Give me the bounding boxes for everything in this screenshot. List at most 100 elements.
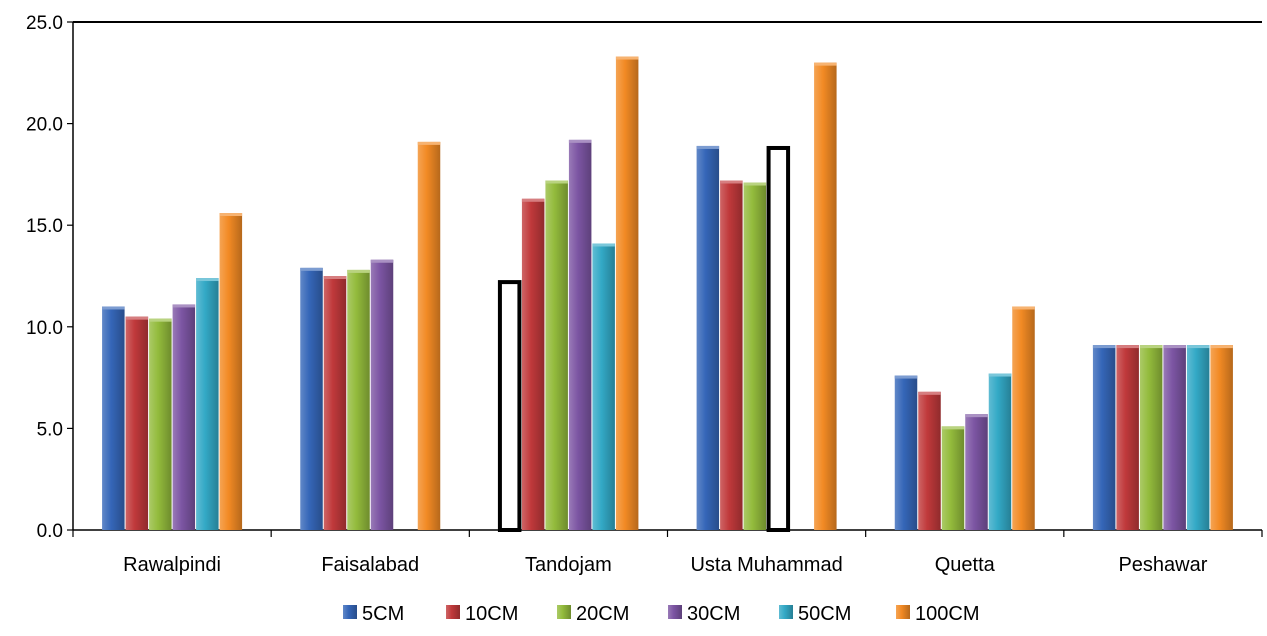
- bar-top-highlight: [196, 278, 219, 282]
- bar-50cm-quetta: [988, 373, 1012, 530]
- y-tick-label: 20.0: [26, 115, 63, 136]
- bar-top-highlight: [370, 259, 394, 263]
- x-tick-label: Faisalabad: [321, 554, 419, 576]
- legend-swatch: [446, 605, 460, 619]
- bar-top-highlight: [172, 304, 196, 308]
- x-tick-label: Tandojam: [525, 554, 612, 576]
- bar-top-highlight: [1210, 345, 1233, 349]
- bar-top-highlight: [219, 213, 243, 217]
- bar-top-highlight: [743, 182, 767, 186]
- bar-30cm-peshawar: [1163, 345, 1186, 530]
- x-tick-label: Quetta: [935, 554, 996, 576]
- legend-label: 50CM: [798, 603, 851, 625]
- legend-label: 10CM: [465, 603, 518, 625]
- bar-top-highlight: [417, 141, 441, 145]
- bar-top-highlight: [102, 306, 125, 310]
- legend-label: 30CM: [687, 603, 740, 625]
- bar-20cm-tandojam: [545, 180, 568, 530]
- bar-100cm-rawalpindi: [219, 213, 243, 530]
- bar-top-highlight: [720, 180, 743, 184]
- legend-label: 20CM: [576, 603, 629, 625]
- bar-top-highlight: [965, 414, 988, 418]
- bar-top-highlight: [615, 56, 639, 60]
- bar-top-highlight: [1012, 306, 1035, 310]
- bar-top-highlight: [521, 198, 545, 202]
- bar-top-highlight: [300, 267, 323, 271]
- bar-5cm-faisalabad: [300, 267, 323, 530]
- bar-100cm-faisalabad: [417, 141, 441, 530]
- bar-50cm-rawalpindi: [196, 278, 219, 530]
- bar-30cm-tandojam: [568, 139, 592, 530]
- y-tick-label: 5.0: [37, 419, 63, 440]
- x-tick-label: Usta Muhammad: [690, 554, 842, 576]
- y-tick-label: 15.0: [26, 216, 63, 237]
- bar-top-highlight: [1186, 345, 1210, 349]
- bar-top-highlight: [918, 391, 941, 395]
- bar-30cm-rawalpindi: [172, 304, 196, 530]
- bar-50cm-peshawar: [1186, 345, 1210, 530]
- bar-50cm-tandojam: [592, 243, 615, 530]
- legend-item-50cm: 50CM: [779, 603, 851, 625]
- legend-swatch: [557, 605, 571, 619]
- bar-10cm-rawalpindi: [125, 316, 149, 530]
- x-tick-label: Rawalpindi: [123, 554, 221, 576]
- bar-top-highlight: [1116, 345, 1139, 349]
- bar-10cm-peshawar: [1116, 345, 1139, 530]
- bar-20cm-quetta: [941, 426, 965, 530]
- legend: 5CM 10CM 20CM 30CM 50CM 100CM: [343, 603, 979, 625]
- bar-30cm-quetta: [965, 414, 988, 530]
- bar-top-highlight: [149, 318, 172, 322]
- legend-item-30cm: 30CM: [668, 603, 740, 625]
- bar-100cm-usta-muhammad: [814, 62, 837, 530]
- y-tick-label: 10.0: [26, 318, 63, 339]
- legend-label: 100CM: [915, 603, 979, 625]
- bar-top-highlight: [988, 373, 1012, 377]
- legend-item-10cm: 10CM: [446, 603, 518, 625]
- bar-20cm-faisalabad: [347, 269, 370, 530]
- bar-top-highlight: [1092, 345, 1116, 349]
- bar-20cm-peshawar: [1139, 345, 1163, 530]
- legend-swatch: [343, 605, 357, 619]
- bar-100cm-quetta: [1012, 306, 1035, 530]
- legend-swatch: [896, 605, 910, 619]
- bar-100cm-peshawar: [1210, 345, 1233, 530]
- bar-10cm-usta-muhammad: [720, 180, 743, 530]
- legend-item-5cm: 5CM: [343, 603, 404, 625]
- y-tick-label: 0.0: [37, 521, 63, 542]
- legend-item-100cm: 100CM: [896, 603, 979, 625]
- bars: [102, 56, 1233, 533]
- bar-20cm-usta-muhammad: [743, 182, 767, 530]
- bar-20cm-rawalpindi: [149, 318, 172, 530]
- bar-30cm-faisalabad: [370, 259, 394, 530]
- bar-10cm-tandojam: [521, 198, 545, 530]
- bar-5cm-usta-muhammad: [696, 145, 720, 530]
- bar-5cm-rawalpindi: [102, 306, 125, 530]
- bar-top-highlight: [696, 145, 720, 149]
- x-tick-label: Peshawar: [1118, 554, 1207, 576]
- bar-top-highlight: [941, 426, 965, 430]
- bar-10cm-quetta: [918, 391, 941, 530]
- bar-top-highlight: [894, 375, 918, 379]
- bar-5cm-tandojam: [497, 280, 522, 533]
- legend-swatch: [668, 605, 682, 619]
- axis-labels: 0.0 5.0 10.0 15.0 20.0 25.0 Rawalpindi Faisalab…: [26, 13, 1208, 576]
- y-tick-label: 25.0: [26, 13, 63, 34]
- bar-top-highlight: [814, 62, 837, 66]
- bar-top-highlight: [323, 276, 347, 279]
- bar-top-highlight: [545, 180, 568, 184]
- legend-swatch: [779, 605, 793, 619]
- bar-100cm-tandojam: [615, 56, 639, 530]
- legend-item-20cm: 20CM: [557, 603, 629, 625]
- legend-label: 5CM: [362, 603, 404, 625]
- axes: [67, 21, 1263, 537]
- bar-top-highlight: [592, 243, 615, 247]
- bar-30cm-usta-muhammad: [766, 145, 791, 532]
- bar-top-highlight: [347, 269, 370, 273]
- bar-top-highlight: [125, 316, 149, 320]
- bar-5cm-peshawar: [1092, 345, 1116, 530]
- bar-top-highlight: [568, 139, 592, 143]
- bar-top-highlight: [1163, 345, 1186, 349]
- bar-top-highlight: [1139, 345, 1163, 349]
